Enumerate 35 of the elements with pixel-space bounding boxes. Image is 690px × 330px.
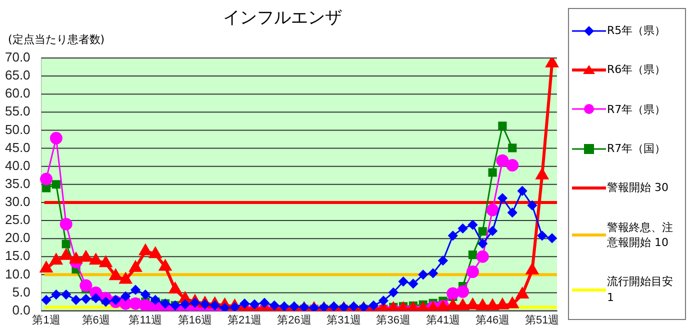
legend-label: R7年（国） bbox=[607, 140, 667, 156]
y-tick-label: 70.0 bbox=[4, 50, 30, 65]
y-axis-title: (定点当たり患者数) bbox=[8, 32, 105, 47]
y-tick-label: 5.0 bbox=[12, 284, 30, 300]
legend-label: 警報終息、注意報開始 10 bbox=[607, 220, 674, 250]
x-tick-label: 第21週 bbox=[227, 314, 262, 326]
y-tick-label: 65.0 bbox=[4, 68, 30, 83]
y-tick-label: 15.0 bbox=[4, 248, 30, 264]
y-tick-label: 40.0 bbox=[4, 158, 30, 173]
x-tick-label: 第41週 bbox=[426, 314, 460, 326]
x-tick-label: 第36週 bbox=[376, 314, 410, 326]
y-tick-label: 60.0 bbox=[4, 86, 30, 101]
chart-title: インフルエンザ bbox=[222, 7, 343, 29]
x-tick-label: 第26週 bbox=[277, 314, 312, 326]
y-tick-label: 45.0 bbox=[4, 140, 30, 155]
y-tick-label: 25.0 bbox=[4, 212, 30, 228]
y-tick-label: 0.0 bbox=[12, 302, 30, 318]
y-tick-label: 20.0 bbox=[4, 230, 30, 246]
legend-label: 流行開始目安 1 bbox=[607, 274, 674, 305]
legend-label: R5年（県） bbox=[607, 22, 667, 38]
legend-label: R6年（県） bbox=[607, 62, 667, 78]
x-tick-label: 第46週 bbox=[475, 314, 510, 326]
x-tick-label: 第1週 bbox=[32, 314, 60, 326]
y-tick-label: 30.0 bbox=[4, 194, 30, 210]
x-tick-label: 第11週 bbox=[128, 314, 162, 326]
y-tick-label: 35.0 bbox=[4, 176, 30, 191]
x-tick-label: 第51週 bbox=[525, 314, 560, 326]
y-tick-label: 10.0 bbox=[4, 266, 30, 282]
y-tick-label: 55.0 bbox=[4, 104, 30, 119]
x-tick-label: 第31週 bbox=[326, 314, 361, 326]
legend-label: 警報開始 30 bbox=[607, 180, 670, 196]
x-tick-label: 第16週 bbox=[178, 314, 212, 326]
legend-label: R7年（県） bbox=[607, 102, 667, 117]
y-tick-label: 50.0 bbox=[4, 122, 30, 137]
x-tick-label: 第6週 bbox=[82, 314, 110, 326]
